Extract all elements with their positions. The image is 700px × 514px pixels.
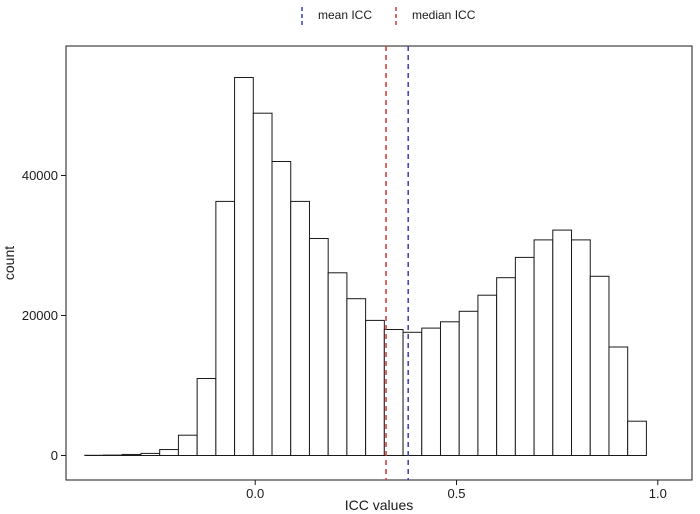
histogram-bar-5 (177, 434, 198, 457)
histogram-bar-10 (271, 161, 292, 456)
y-axis-label: count (1, 246, 17, 280)
histogram-bar-19 (439, 321, 460, 456)
reference-lines (385, 46, 409, 480)
histogram-bar-13 (327, 272, 348, 456)
legend: mean ICC median ICC (301, 7, 476, 25)
histogram-bar-18 (421, 327, 441, 457)
histogram-bar-21 (477, 294, 498, 457)
histogram-bar-23 (514, 256, 535, 456)
histogram-bar-24 (533, 239, 554, 456)
histogram-bar-8 (234, 77, 254, 456)
histogram-bar-2 (121, 453, 142, 457)
histogram-bars (84, 77, 647, 457)
histogram-bar-15 (365, 319, 385, 456)
histogram-bar-29 (627, 420, 647, 457)
histogram-bar-17 (402, 331, 423, 456)
y-tick-label-2: 40000 (22, 168, 58, 183)
x-axis-label: ICC values (345, 497, 413, 513)
histogram-bar-9 (252, 112, 273, 456)
plot-panel (65, 45, 693, 481)
histogram-bar-12 (308, 238, 329, 456)
y-tick-label-1: 20000 (22, 308, 58, 323)
histogram-bar-6 (196, 378, 217, 456)
histogram-bar-4 (159, 449, 179, 456)
histogram-bar-20 (458, 310, 479, 456)
x-tick-label-0: 0.0 (246, 486, 264, 501)
y-axis: 0 20000 40000 (22, 168, 66, 463)
histogram-bar-22 (496, 277, 516, 457)
x-tick-label-2: 1.0 (649, 486, 667, 501)
histogram-bar-25 (552, 229, 573, 456)
histogram-bar-27 (589, 275, 610, 456)
median-icc-legend-label: median ICC (412, 8, 476, 22)
x-tick-label-1: 0.5 (447, 486, 465, 501)
histogram-bar-16 (383, 329, 404, 456)
y-tick-label-0: 0 (51, 448, 58, 463)
histogram-bar-3 (140, 452, 161, 456)
histogram-bar-11 (290, 200, 310, 456)
histogram-bar-14 (346, 298, 367, 457)
mean-icc-legend-label: mean ICC (318, 8, 372, 22)
histogram-bar-7 (215, 200, 236, 456)
histogram-bar-26 (571, 239, 591, 456)
x-axis: 0.0 0.5 1.0 (246, 480, 667, 501)
histogram-bar-28 (608, 346, 629, 456)
